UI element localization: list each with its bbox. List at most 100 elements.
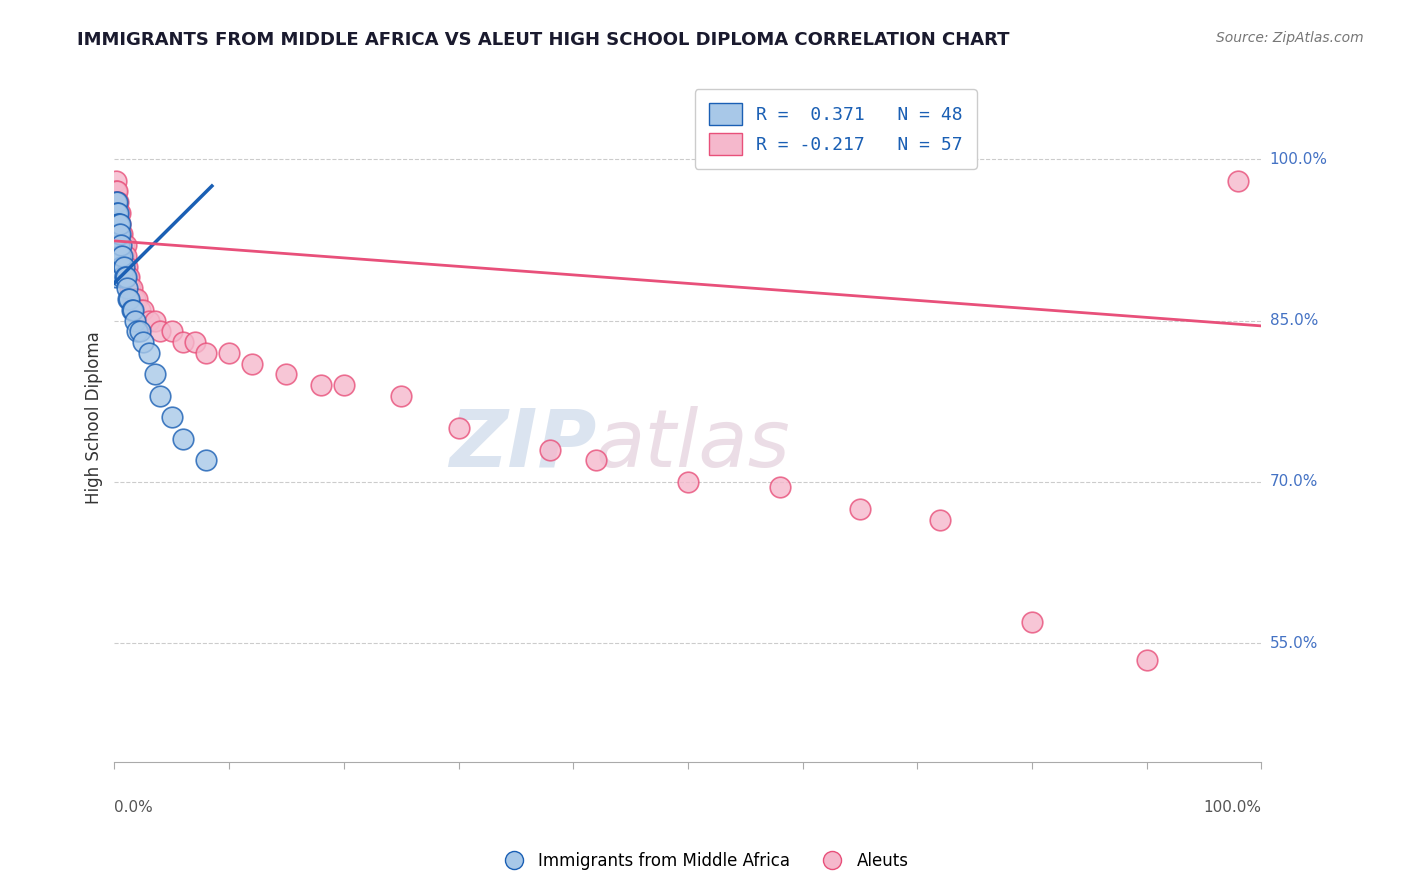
Point (143, 368, 166, 382)
Point (105, 260, 128, 274)
Point (114, 260, 136, 274)
Point (118, 292, 141, 306)
Text: 0.0%: 0.0% (114, 799, 153, 814)
Point (110, 238, 132, 252)
Point (105, 217, 128, 231)
Point (112, 249, 135, 263)
Point (108, 217, 131, 231)
Point (105, 206, 128, 220)
Point (115, 249, 138, 263)
Point (309, 378, 332, 392)
Point (149, 324, 172, 338)
Text: 100.0%: 100.0% (1270, 152, 1327, 167)
Point (118, 270, 141, 285)
Point (121, 292, 143, 306)
Point (107, 206, 129, 220)
Point (108, 217, 131, 231)
Point (105, 206, 128, 220)
Point (111, 270, 134, 285)
Text: IMMIGRANTS FROM MIDDLE AFRICA VS ALEUT HIGH SCHOOL DIPLOMA CORRELATION CHART: IMMIGRANTS FROM MIDDLE AFRICA VS ALEUT H… (77, 31, 1010, 49)
Point (1227, 173, 1250, 187)
Point (108, 238, 131, 252)
Point (108, 227, 131, 242)
Point (127, 292, 149, 306)
Point (124, 292, 146, 306)
Point (117, 270, 139, 285)
Point (769, 480, 792, 494)
Text: 70.0%: 70.0% (1270, 475, 1317, 490)
Point (108, 206, 131, 220)
Point (183, 334, 205, 349)
Point (108, 206, 131, 220)
Point (172, 432, 194, 446)
Point (120, 281, 142, 295)
Point (160, 324, 183, 338)
Point (108, 217, 131, 231)
Legend: Immigrants from Middle Africa, Aleuts: Immigrants from Middle Africa, Aleuts (491, 846, 915, 877)
Text: Source: ZipAtlas.com: Source: ZipAtlas.com (1216, 31, 1364, 45)
Point (138, 346, 160, 360)
Point (108, 227, 131, 242)
Point (115, 270, 138, 285)
Point (195, 453, 218, 467)
Text: ZIP: ZIP (449, 406, 596, 484)
Point (104, 206, 127, 220)
Point (104, 185, 127, 199)
Point (121, 302, 143, 317)
Point (110, 227, 132, 242)
Point (108, 217, 131, 231)
Point (108, 249, 131, 263)
Point (105, 238, 128, 252)
Point (124, 313, 146, 327)
Point (389, 389, 412, 403)
Point (117, 292, 139, 306)
Point (143, 313, 166, 327)
Point (929, 513, 952, 527)
Point (110, 238, 132, 252)
Point (107, 217, 129, 231)
Point (849, 501, 872, 516)
Point (114, 270, 136, 285)
Point (132, 302, 155, 317)
Text: atlas: atlas (596, 406, 792, 484)
Point (128, 302, 150, 317)
Point (138, 313, 160, 327)
Point (132, 334, 155, 349)
Point (104, 195, 127, 210)
Point (447, 421, 470, 435)
Point (112, 238, 135, 252)
Point (538, 442, 561, 457)
Point (104, 249, 127, 263)
Point (104, 270, 127, 285)
Point (1021, 615, 1043, 629)
Point (107, 227, 129, 242)
Point (107, 249, 129, 263)
Text: 85.0%: 85.0% (1270, 313, 1317, 328)
Point (105, 195, 128, 210)
Text: 100.0%: 100.0% (1204, 799, 1261, 814)
Point (111, 249, 134, 263)
Point (333, 378, 356, 392)
Point (160, 410, 183, 425)
Point (195, 346, 218, 360)
Point (276, 368, 298, 382)
Point (121, 281, 143, 295)
Point (108, 227, 131, 242)
Point (107, 206, 129, 220)
Legend: R =  0.371   N = 48, R = -0.217   N = 57: R = 0.371 N = 48, R = -0.217 N = 57 (695, 89, 977, 169)
Point (149, 389, 172, 403)
Point (111, 227, 134, 242)
Point (121, 302, 143, 317)
Point (104, 217, 127, 231)
Point (127, 324, 149, 338)
Y-axis label: High School Diploma: High School Diploma (86, 331, 103, 504)
Point (107, 195, 129, 210)
Point (218, 346, 240, 360)
Point (105, 227, 128, 242)
Point (110, 260, 132, 274)
Point (104, 227, 127, 242)
Point (108, 238, 131, 252)
Point (115, 270, 138, 285)
Point (104, 238, 127, 252)
Point (111, 249, 134, 263)
